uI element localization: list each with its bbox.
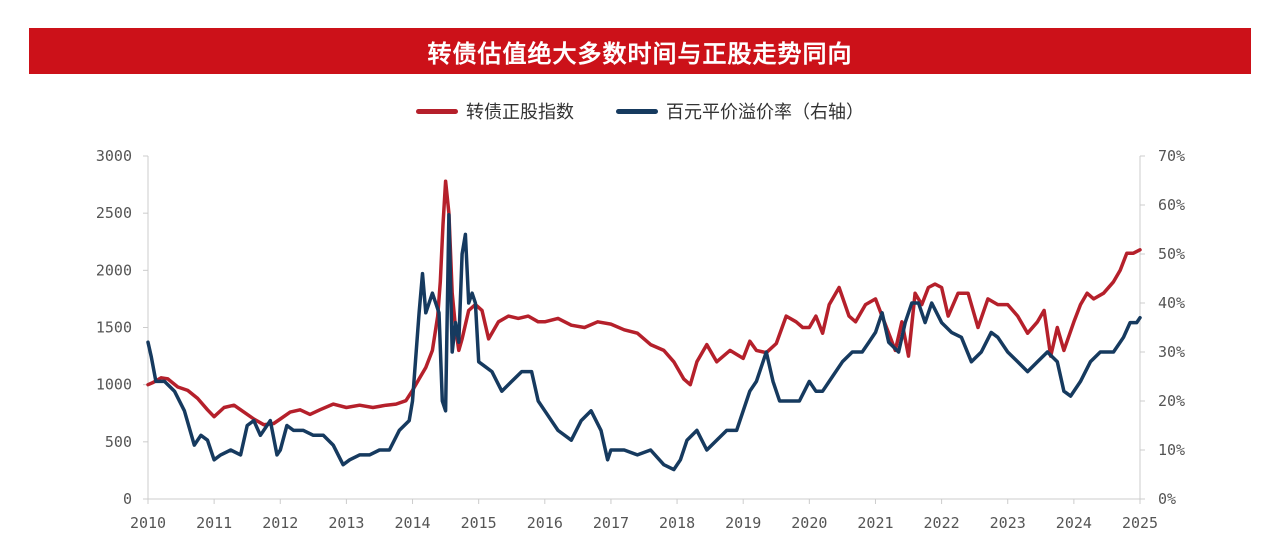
- y-tick-label: 500: [105, 433, 132, 451]
- y-tick-label: 1500: [96, 319, 132, 337]
- y2-tick-label: 40%: [1158, 294, 1185, 312]
- x-tick-label: 2017: [593, 514, 629, 532]
- x-tick-label: 2015: [461, 514, 497, 532]
- y2-tick-label: 0%: [1158, 490, 1176, 508]
- series-line-stock-index: [146, 179, 1142, 427]
- chart-title: 转债估值绝大多数时间与正股走势同向: [427, 39, 853, 68]
- y-tick-label: 1000: [96, 376, 132, 394]
- x-tick-label: 2016: [527, 514, 563, 532]
- legend-item-right: 百元平价溢价率（右轴）: [616, 98, 864, 124]
- x-tick-label: 2019: [725, 514, 761, 532]
- x-tick-label: 2021: [857, 514, 893, 532]
- x-tick-label: 2025: [1122, 514, 1158, 532]
- y2-tick-label: 50%: [1158, 245, 1185, 263]
- y2-tick-label: 30%: [1158, 343, 1185, 361]
- x-tick-label: 2011: [196, 514, 232, 532]
- y2-tick-label: 60%: [1158, 196, 1185, 214]
- x-tick-label: 2024: [1056, 514, 1092, 532]
- y-tick-label: 3000: [96, 147, 132, 165]
- series-line-premium-rate: [146, 213, 1142, 472]
- x-tick-label: 2010: [130, 514, 166, 532]
- legend-swatch-main: [416, 108, 458, 114]
- x-tick-label: 2014: [394, 514, 430, 532]
- chart-legend: 转债正股指数 百元平价溢价率（右轴）: [0, 98, 1280, 124]
- x-tick-label: 2020: [791, 514, 827, 532]
- chart-title-banner: 转债估值绝大多数时间与正股走势同向: [29, 28, 1251, 74]
- y2-tick-label: 70%: [1158, 147, 1185, 165]
- x-tick-label: 2023: [990, 514, 1026, 532]
- y-tick-label: 2500: [96, 204, 132, 222]
- x-tick-label: 2018: [659, 514, 695, 532]
- legend-item-main: 转债正股指数: [416, 98, 574, 124]
- y-tick-label: 2000: [96, 261, 132, 279]
- legend-label-main: 转债正股指数: [466, 102, 574, 123]
- x-tick-label: 2012: [262, 514, 298, 532]
- y-tick-label: 0: [123, 490, 132, 508]
- x-tick-label: 2022: [924, 514, 960, 532]
- legend-swatch-right: [616, 108, 658, 114]
- y2-tick-label: 10%: [1158, 441, 1185, 459]
- y2-tick-label: 20%: [1158, 392, 1185, 410]
- legend-label-right: 百元平价溢价率（右轴）: [666, 102, 864, 123]
- x-tick-label: 2013: [328, 514, 364, 532]
